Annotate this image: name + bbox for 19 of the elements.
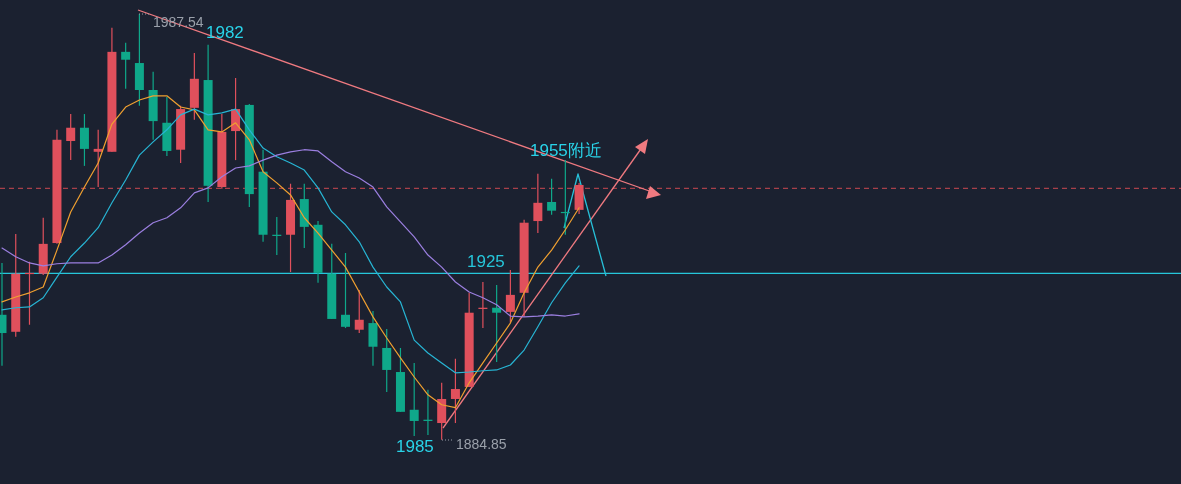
annotation: 1985	[396, 437, 434, 456]
candlestick	[66, 113, 76, 161]
candlestick	[547, 178, 557, 216]
candlestick	[382, 328, 392, 393]
annotation: 1982	[206, 23, 244, 42]
candlestick	[121, 42, 131, 90]
candlestick	[368, 310, 378, 367]
candlestick	[341, 252, 350, 329]
annotation: 1884.85	[456, 436, 507, 452]
candlestick	[409, 362, 419, 437]
ref-line-label: 1925	[467, 252, 505, 272]
candlestick	[354, 289, 364, 334]
candlestick	[450, 358, 460, 424]
candlestick	[505, 269, 515, 324]
candlestick	[492, 284, 502, 363]
annotation: 1955附近	[530, 141, 602, 160]
candlestick	[93, 129, 103, 188]
candlestick	[79, 113, 89, 167]
candlestick	[533, 173, 543, 234]
